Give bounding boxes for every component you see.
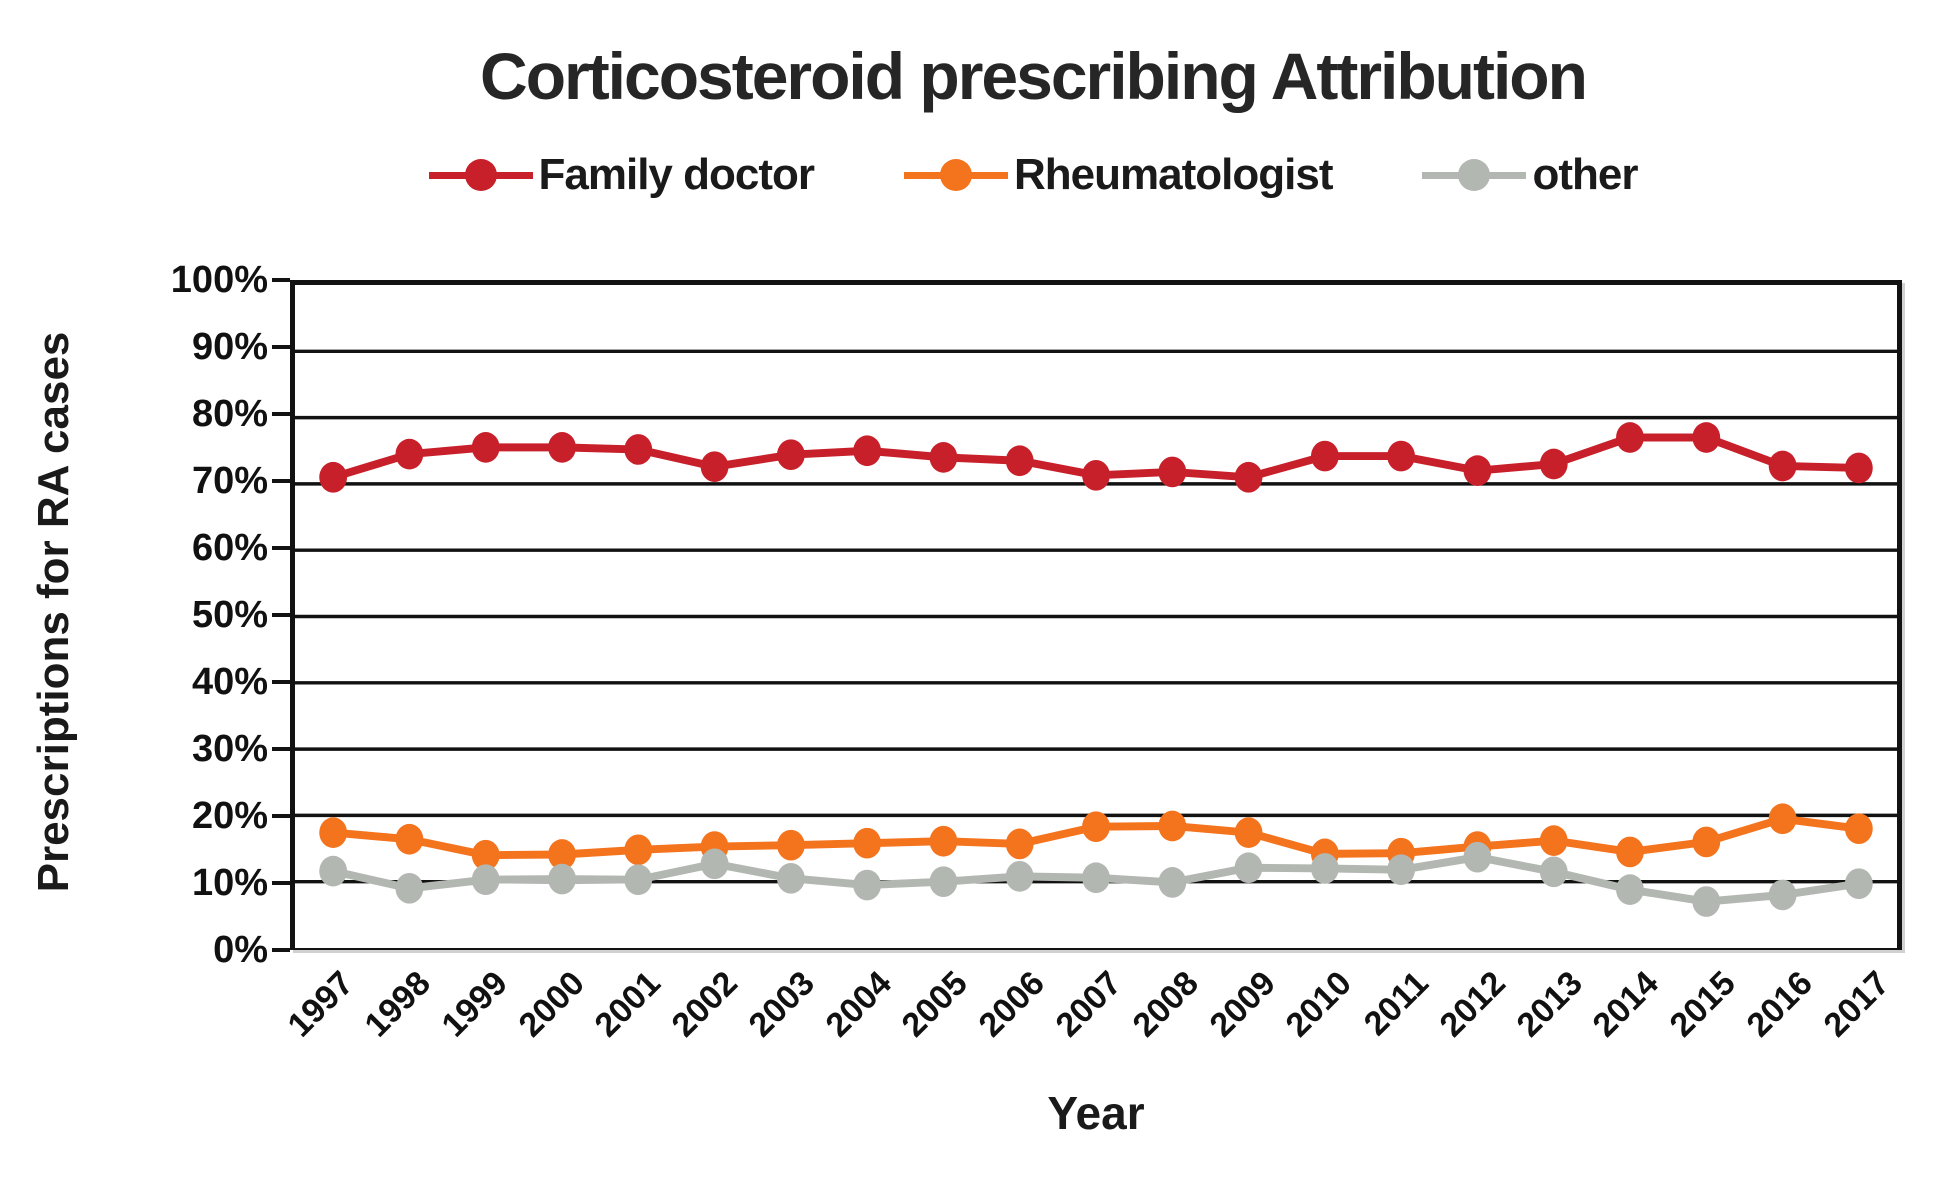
- legend-label: Family doctor: [538, 150, 815, 199]
- y-tick-label: 0%: [213, 929, 268, 971]
- y-tick-label: 70%: [191, 460, 268, 502]
- legend-marker-icon: [1422, 159, 1527, 191]
- y-tick-label: 20%: [191, 795, 268, 837]
- chart-title: Corticosteroid prescribing Attribution: [480, 39, 1588, 113]
- line-chart-canvas: [295, 349, 1897, 917]
- y-tick-mark: [272, 613, 290, 617]
- legend-marker-icon: [904, 159, 1009, 191]
- y-tick-mark: [272, 479, 290, 483]
- legend-label: Rheumatologist: [1014, 150, 1333, 199]
- legend-item-other: other: [1422, 150, 1638, 200]
- y-tick-label: 50%: [191, 594, 268, 636]
- y-tick-label: 100%: [170, 259, 268, 301]
- y-tick-mark: [272, 412, 290, 416]
- y-tick-mark: [272, 948, 290, 952]
- y-tick-label: 30%: [191, 728, 268, 770]
- y-tick-label: 40%: [191, 661, 268, 703]
- y-tick-label: 10%: [191, 862, 268, 904]
- legend-item-family-doctor: Family doctor: [428, 150, 815, 200]
- legend-label: other: [1532, 150, 1638, 199]
- legend-item-rheumatologist: Rheumatologist: [904, 150, 1333, 200]
- y-tick-mark: [272, 881, 290, 885]
- chart-legend: Family doctor Rheumatologist other: [120, 150, 1946, 200]
- y-tick-mark: [272, 278, 290, 282]
- y-tick-mark: [272, 747, 290, 751]
- y-tick-label: 90%: [191, 326, 268, 368]
- y-tick-mark: [272, 814, 290, 818]
- y-tick-label: 60%: [191, 527, 268, 569]
- y-tick-mark: [272, 345, 290, 349]
- y-tick-label: 80%: [191, 393, 268, 435]
- x-axis-title: Year: [1047, 1087, 1145, 1139]
- plot-area: [290, 280, 1902, 950]
- y-tick-mark: [272, 546, 290, 550]
- legend-marker-icon: [428, 159, 533, 191]
- y-tick-mark: [272, 680, 290, 684]
